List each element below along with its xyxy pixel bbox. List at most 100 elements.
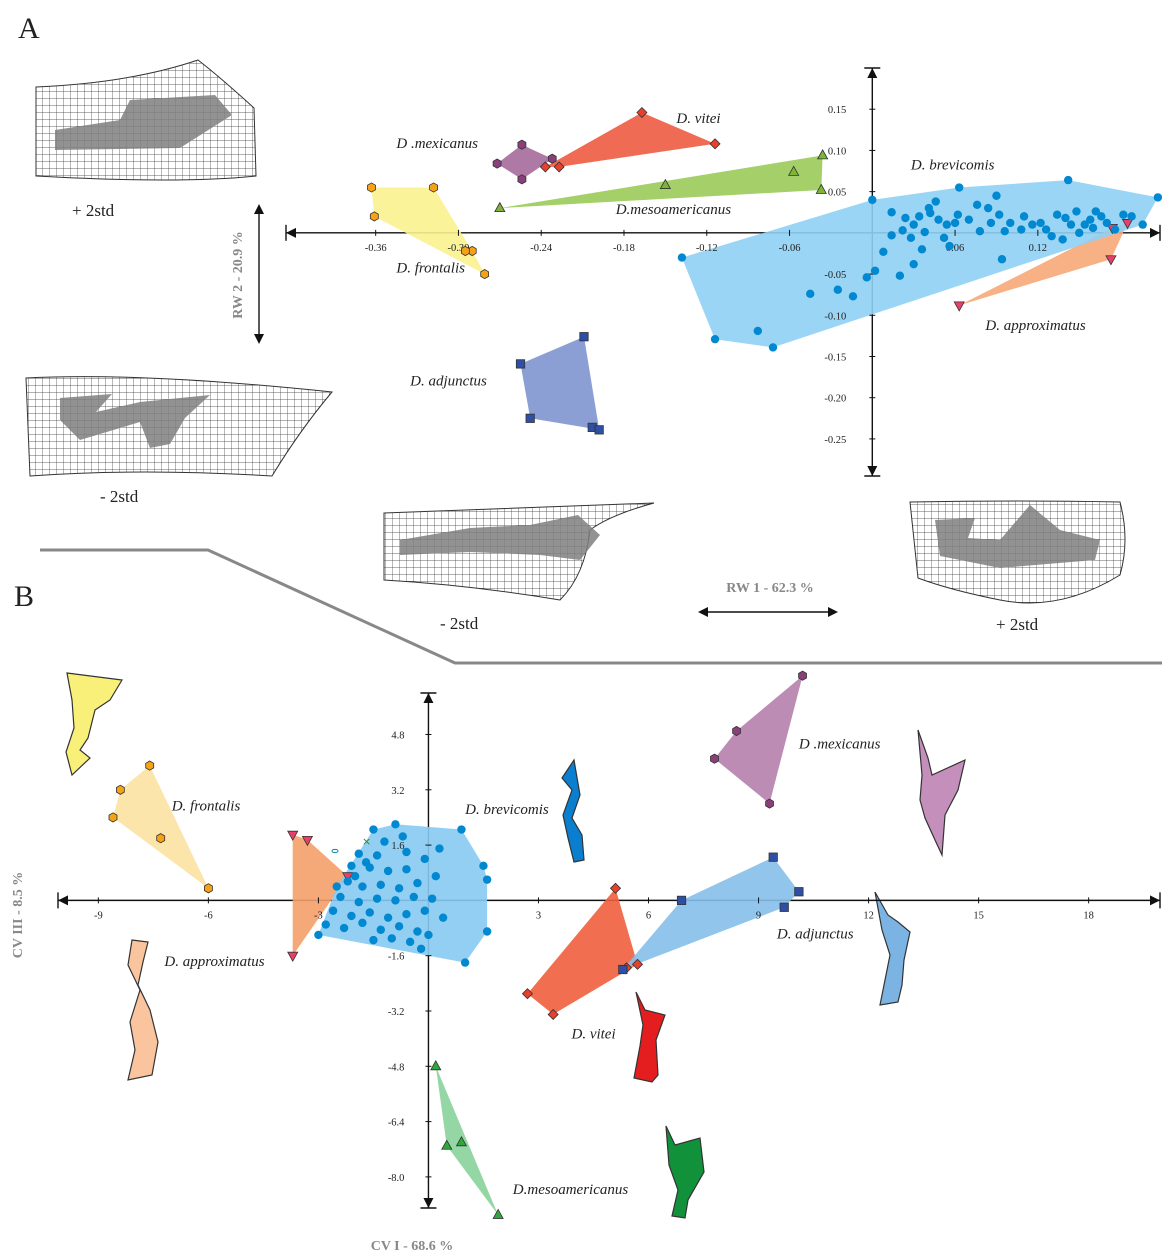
point-dbrevicomis: [383, 913, 393, 922]
point-dbrevicomis: [391, 820, 400, 829]
point-dbrevicomis: [479, 861, 488, 871]
point-dbrevicomis: [953, 210, 963, 219]
x-tick-label: 0.12: [1029, 243, 1047, 254]
point-dfrontalis: [367, 182, 376, 193]
point-dbrevicomis: [361, 858, 371, 867]
hull-dvitei: [545, 112, 715, 167]
y-tick-label: -4.8: [388, 1062, 405, 1073]
species-label: D. approximatus: [163, 954, 264, 970]
point-dbrevicomis: [394, 922, 404, 931]
plot-panel-b: -9 -6 -3 3 6 9 12 15 18 4.8 3.2 1.6 -1.6 -3.2 -4.8 -6.4…: [57, 670, 1161, 1219]
point-dbrevicomis: [482, 927, 492, 936]
point-dbrevicomis: [1102, 218, 1112, 228]
y-tick-label: 0.15: [828, 105, 846, 116]
point-dbrevicomis: [460, 958, 470, 967]
point-dadjunctus: [779, 902, 789, 912]
point-dadjunctus: [525, 413, 535, 423]
point-dbrevicomis: [710, 334, 720, 344]
point-dadjunctus: [594, 425, 604, 435]
point-dbrevicomis: [945, 241, 954, 251]
point-dfrontalis: [156, 833, 166, 844]
point-dfrontalis: [429, 182, 439, 193]
x-tick-label: 6: [646, 910, 651, 921]
point-dbrevicomis: [420, 906, 429, 915]
point-dmesoamericanus: [787, 165, 800, 176]
hull-dbrevicomis: [318, 824, 488, 963]
point-dbrevicomis: [983, 203, 993, 213]
point-dbrevicomis: [332, 882, 341, 891]
point-dapproximatus: [287, 830, 299, 842]
point-dbrevicomis: [887, 208, 896, 217]
point-dbrevicomis: [879, 247, 888, 257]
point-dbrevicomis: [848, 292, 858, 301]
point-dbrevicomis: [358, 882, 367, 891]
point-dbrevicomis: [955, 183, 964, 192]
point-dbrevicomis: [1119, 210, 1128, 219]
x-tick-label: -0.30: [448, 243, 470, 254]
x-tick-label: -0.24: [530, 243, 553, 254]
y-tick-label: -8.0: [388, 1173, 405, 1184]
point-dmexicanus: [798, 670, 807, 681]
species-label: D. brevicomis: [910, 157, 995, 173]
point-dmexicanus: [517, 139, 527, 150]
cv1-axis-title: CV I - 68.6 %: [371, 1239, 454, 1253]
point-dmexicanus: [710, 753, 719, 764]
y-tick-label: -0.25: [824, 435, 846, 446]
point-dvitei: [709, 138, 721, 150]
point-dbrevicomis: [972, 200, 982, 210]
hull-dadjunctus: [520, 336, 600, 430]
point-dbrevicomis: [424, 930, 433, 940]
point-dbrevicomis: [909, 259, 918, 269]
point-dbrevicomis: [380, 837, 389, 846]
species-label: D.mesoamericanus: [615, 202, 732, 218]
rw2-axis-title: RW 2 - 20.9 %: [231, 231, 246, 319]
point-dbrevicomis: [931, 197, 940, 206]
point-dmesoamericanus: [430, 1059, 442, 1071]
point-dvitei: [631, 958, 644, 970]
point-dbrevicomis: [405, 937, 415, 947]
point-dmexicanus: [732, 725, 741, 737]
x-tick-label: 9: [756, 910, 761, 921]
point-dbrevicomis: [391, 896, 400, 905]
point-dbrevicomis: [1047, 231, 1056, 241]
hull-dmexicanus: [714, 675, 803, 804]
point-dbrevicomis: [1110, 225, 1120, 234]
point-dbrevicomis: [354, 897, 363, 907]
x-tick-label: 18: [1083, 910, 1094, 921]
point-dbrevicomis: [895, 271, 905, 280]
y-tick-label: -0.20: [824, 394, 846, 405]
point-dvitei: [553, 161, 565, 173]
point-dbrevicomis: [924, 203, 934, 213]
species-label: D. frontalis: [395, 260, 465, 276]
point-dbrevicomis: [986, 218, 996, 228]
deformation-grid-bottom-right: [909, 500, 1126, 604]
hull-dapproximatus: [292, 834, 348, 956]
point-dbrevicomis: [350, 871, 360, 881]
x-tick-label: -6: [204, 910, 213, 921]
point-dapproximatus: [287, 951, 299, 963]
point-dbrevicomis: [427, 894, 437, 903]
point-dbrevicomis: [369, 825, 378, 834]
point-dbrevicomis: [915, 212, 924, 221]
point-dbrevicomis: [365, 908, 374, 917]
point-dapproximatus: [1105, 255, 1117, 266]
std-label-bottom-center: - 2std: [440, 614, 479, 633]
point-dbrevicomis: [394, 884, 404, 893]
point-dbrevicomis: [1066, 220, 1076, 229]
point-dmesoamericanus: [816, 149, 829, 160]
x-tick-label: -3: [314, 910, 323, 921]
point-dmexicanus: [547, 153, 557, 164]
point-dbrevicomis: [347, 861, 356, 871]
hull-dmesoamericanus: [435, 1066, 499, 1215]
point-dbrevicomis: [964, 215, 974, 224]
point-dvitei: [609, 882, 622, 894]
x-tick-label: -0.36: [365, 243, 387, 254]
point-dmesoamericanus: [441, 1139, 453, 1150]
point-dfrontalis: [203, 883, 213, 894]
point-dbrevicomis: [917, 245, 927, 254]
point-dbrevicomis: [909, 220, 918, 229]
point-dbrevicomis: [997, 255, 1007, 264]
point-dbrevicomis: [1063, 175, 1073, 185]
point-dbrevicomis: [1138, 220, 1147, 229]
